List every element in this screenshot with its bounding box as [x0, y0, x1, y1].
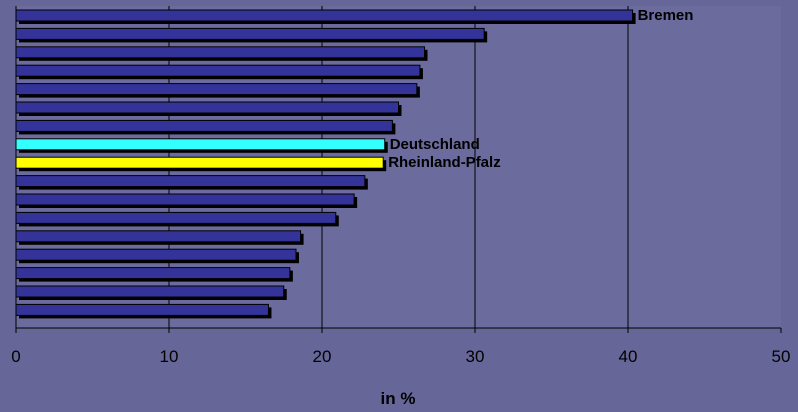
bar [15, 138, 386, 151]
bar [15, 83, 418, 96]
bar [15, 175, 366, 188]
x-tick-label: 50 [772, 347, 791, 366]
bar [15, 230, 302, 243]
x-axis-ticks: 0 10 20 30 40 50 [11, 347, 790, 366]
bar [15, 193, 355, 206]
bar [15, 211, 337, 224]
bar-label: Bremen [638, 7, 694, 24]
bar [15, 64, 421, 77]
x-tick-label: 0 [11, 347, 20, 366]
bar [15, 156, 384, 169]
bar [15, 46, 426, 59]
bar [15, 119, 393, 132]
x-tick-label: 40 [619, 347, 638, 366]
x-tick-label: 10 [160, 347, 179, 366]
bar [15, 101, 399, 114]
bar [15, 285, 285, 298]
bar [15, 9, 634, 22]
bar [15, 27, 485, 40]
bar [15, 248, 297, 261]
x-tick-label: 20 [313, 347, 332, 366]
bar-label: Rheinland-Pfalz [388, 154, 501, 171]
bar [15, 303, 269, 316]
bar [15, 267, 291, 280]
x-tick-label: 30 [466, 347, 485, 366]
x-axis-title: in % [381, 389, 416, 408]
bar-label: Deutschland [390, 136, 480, 153]
